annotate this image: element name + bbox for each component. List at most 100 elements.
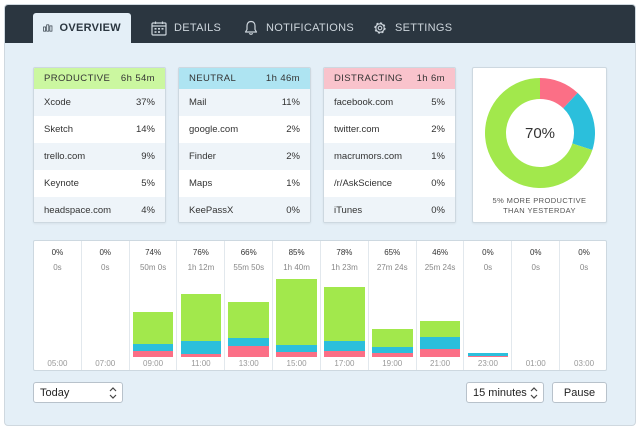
timeline-column[interactable]: 65% 27m 24s 19:00	[369, 241, 417, 370]
timeline-column[interactable]: 0% 0s 01:00	[512, 241, 561, 370]
list-item[interactable]: /r/AskScience 0%	[324, 170, 455, 197]
timeline-column[interactable]: 0% 0s 23:00	[465, 241, 513, 370]
column-duration: 0s	[53, 263, 62, 272]
app-name: facebook.com	[334, 97, 394, 108]
app-name: Maps	[189, 178, 213, 189]
timeline-column[interactable]: 0% 0s 05:00	[34, 241, 82, 370]
app-name: twitter.com	[334, 124, 380, 135]
app-pct: 1%	[286, 178, 300, 189]
neutral-title: NEUTRAL	[189, 73, 237, 84]
tab-overview[interactable]: OVERVIEW	[33, 13, 131, 43]
bar-segment-neutral	[228, 338, 270, 346]
bar-segment-distracting	[419, 349, 461, 357]
app-pct: 9%	[141, 151, 155, 162]
timeline-column[interactable]: 66% 55m 50s 13:00	[225, 241, 274, 370]
donut-slice-distracting	[540, 78, 578, 109]
productive-title: PRODUCTIVE	[44, 73, 111, 84]
pause-button[interactable]: Pause	[552, 382, 607, 403]
app-pct: 0%	[431, 178, 445, 189]
app-name: Finder	[189, 151, 216, 162]
column-time-label: 01:00	[525, 359, 546, 368]
bar-segment-productive	[324, 287, 365, 341]
bar-segment-productive	[276, 279, 317, 345]
list-item[interactable]: headspace.com 4%	[34, 197, 165, 222]
tab-bar: OVERVIEW DETAILS NOTIFICATIONS	[5, 5, 635, 43]
timeline-column[interactable]: 46% 25m 24s 21:00	[417, 241, 465, 370]
timeline-column[interactable]: 0% 0s 03:00	[560, 241, 608, 370]
productive-percentage: 70%	[524, 124, 556, 142]
bar-segment-distracting	[467, 356, 509, 357]
list-item[interactable]: Xcode 37%	[34, 89, 165, 116]
app-window: OVERVIEW DETAILS NOTIFICATIONS	[4, 4, 636, 426]
column-duration: 0s	[531, 263, 540, 272]
productive-card: PRODUCTIVE 6h 54m Xcode 37% Sketch 14% tre…	[33, 67, 166, 223]
timeline-bar	[276, 279, 317, 357]
column-productive-pct: 78%	[336, 248, 353, 257]
date-range-select[interactable]: Today	[33, 382, 123, 403]
column-duration: 55m 50s	[233, 263, 265, 272]
timeline-column[interactable]: 78% 1h 23m 17:00	[321, 241, 369, 370]
bar-segment-distracting	[132, 351, 174, 357]
column-time-label: 23:00	[477, 359, 498, 368]
column-time-label: 17:00	[334, 359, 355, 368]
column-duration: 27m 24s	[376, 263, 408, 272]
interval-select[interactable]: 15 minutes	[466, 382, 544, 403]
hourly-timeline: 0% 0s 05:00 0% 0s 07:00 74% 50m 0s 09:00 76% 1h 12…	[33, 240, 607, 371]
app-name: Keynote	[44, 178, 79, 189]
app-name: Mail	[189, 97, 207, 108]
tab-notifications[interactable]: NOTIFICATIONS	[243, 13, 354, 43]
neutral-total: 1h 46m	[265, 73, 300, 84]
bar-segment-distracting	[324, 351, 365, 357]
app-pct: 5%	[141, 178, 155, 189]
bar-segment-neutral	[467, 353, 509, 356]
list-item[interactable]: twitter.com 2%	[324, 116, 455, 143]
list-item[interactable]: Finder 2%	[179, 143, 310, 170]
tab-details[interactable]: DETAILS	[151, 13, 221, 43]
tab-settings[interactable]: SETTINGS	[372, 13, 452, 43]
column-productive-pct: 0%	[529, 248, 542, 257]
column-productive-pct: 0%	[51, 248, 64, 257]
list-item[interactable]: KeePassX 0%	[179, 197, 310, 222]
app-name: google.com	[189, 124, 239, 135]
list-item[interactable]: iTunes 0%	[324, 197, 455, 222]
list-item[interactable]: Mail 11%	[179, 89, 310, 116]
timeline-column[interactable]: 0% 0s 07:00	[82, 241, 130, 370]
bar-segment-productive	[132, 312, 174, 344]
timeline-column[interactable]: 85% 1h 40m 15:00	[273, 241, 321, 370]
list-item[interactable]: Sketch 14%	[34, 116, 165, 143]
calendar-icon	[151, 21, 167, 36]
list-item[interactable]: macrumors.com 1%	[324, 143, 455, 170]
list-item[interactable]: Keynote 5%	[34, 170, 165, 197]
app-name: Xcode	[44, 97, 71, 108]
list-item[interactable]: google.com 2%	[179, 116, 310, 143]
column-duration: 0s	[101, 263, 110, 272]
donut-slice-productive	[485, 78, 593, 188]
bell-icon	[244, 20, 258, 35]
column-productive-pct: 85%	[288, 248, 305, 257]
interval-value: 15 minutes	[473, 386, 527, 399]
list-item[interactable]: facebook.com 5%	[324, 89, 455, 116]
timeline-bar	[228, 302, 270, 357]
app-pct: 1%	[431, 151, 445, 162]
column-duration: 1h 23m	[331, 263, 358, 272]
productive-total: 6h 54m	[120, 73, 155, 84]
productivity-summary-card: 70% 5% MORE PRODUCTIVE THAN YESTERDAY	[472, 67, 607, 223]
app-name: macrumors.com	[334, 151, 403, 162]
app-pct: 14%	[135, 124, 155, 135]
productivity-donut-chart	[485, 78, 595, 188]
donut-slice-neutral	[563, 92, 595, 150]
timeline-column[interactable]: 76% 1h 12m 11:00	[178, 241, 226, 370]
bar-segment-distracting	[371, 353, 413, 357]
bar-segment-distracting	[276, 352, 317, 357]
list-item[interactable]: Maps 1%	[179, 170, 310, 197]
timeline-column[interactable]: 74% 50m 0s 09:00	[130, 241, 178, 370]
list-item[interactable]: trello.com 9%	[34, 143, 165, 170]
column-productive-pct: 0%	[99, 248, 112, 257]
bar-segment-neutral	[324, 341, 365, 351]
column-productive-pct: 46%	[432, 248, 449, 257]
bar-segment-neutral	[180, 341, 222, 354]
column-time-label: 03:00	[574, 359, 595, 368]
column-time-label: 05:00	[47, 359, 68, 368]
column-duration: 0s	[579, 263, 589, 272]
comparison-caption: 5% MORE PRODUCTIVE THAN YESTERDAY	[473, 196, 606, 216]
